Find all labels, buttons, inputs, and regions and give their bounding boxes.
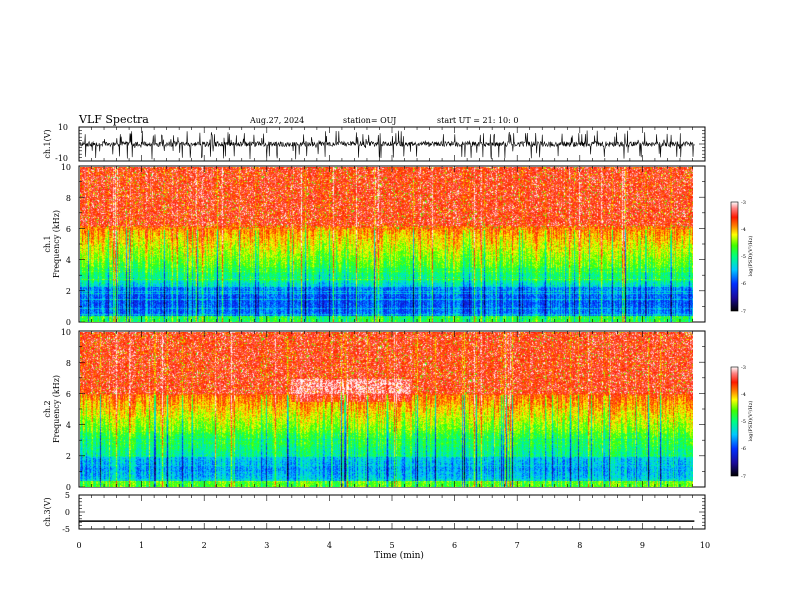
ch2-spec-ytick-labels: 0 2 4 6 8 10 bbox=[61, 328, 71, 492]
ch1-ylabel: ch.1(V) bbox=[43, 129, 52, 158]
ch2-spec-ytick-10: 10 bbox=[61, 328, 71, 337]
ch1-spec-ytick-8: 8 bbox=[66, 194, 71, 203]
ch1-cbar-tick-m5: -5 bbox=[741, 254, 746, 260]
date-label: Aug.27, 2024 bbox=[249, 116, 304, 125]
ch3-ticks bbox=[78, 494, 706, 530]
ch1-colorbar-label: log(PSD)(V²/Hz) bbox=[747, 236, 754, 277]
ch2-spec-ytick-8: 8 bbox=[66, 359, 71, 368]
x-tick-label-9: 9 bbox=[640, 541, 645, 550]
ch1-spec-ytick-0: 0 bbox=[66, 318, 71, 327]
x-tick-label-10: 10 bbox=[700, 541, 710, 550]
ch2-spec-ytick-0: 0 bbox=[66, 483, 71, 492]
ch1-cbar-tick-m6: -6 bbox=[741, 281, 746, 287]
ch2-spec-ylabel-line2: Frequency (kHz) bbox=[52, 375, 61, 443]
ch1-spec-ytick-labels: 0 2 4 6 8 10 bbox=[61, 163, 71, 327]
x-tick-label-7: 7 bbox=[515, 541, 520, 550]
ch2-cbar-tick-m3: -3 bbox=[741, 365, 746, 371]
ch2-cbar-tick-m7: -7 bbox=[741, 474, 746, 480]
start-time-label: start UT = 21: 10: 0 bbox=[437, 116, 518, 125]
ch1-colorbar-ticks: -3 -4 -5 -6 -7 bbox=[741, 200, 746, 315]
ch2-spec-ytick-2: 2 bbox=[66, 452, 71, 461]
ch1-cbar-tick-m4: -4 bbox=[741, 227, 746, 233]
x-tick-label-0: 0 bbox=[76, 541, 81, 550]
ch1-spec-ytick-6: 6 bbox=[66, 225, 71, 234]
ch2-cbar-tick-m4: -4 bbox=[741, 392, 746, 398]
ch2-spec-ytick-6: 6 bbox=[66, 390, 71, 399]
ch1-waveform-line bbox=[78, 130, 695, 160]
ch3-ylabel: ch.3(V) bbox=[43, 497, 52, 526]
ch3-ytick-top: 5 bbox=[65, 491, 70, 500]
x-tick-labels: 0 1 2 3 4 5 6 7 8 9 10 bbox=[76, 541, 710, 550]
ch2-spectrogram-image bbox=[79, 331, 693, 487]
ch2-colorbar-ticks: -3 -4 -5 -6 -7 bbox=[741, 365, 746, 480]
ch1-colorbar bbox=[730, 201, 739, 312]
x-tick-label-1: 1 bbox=[139, 541, 144, 550]
ch1-ytick-top: 10 bbox=[58, 123, 68, 132]
ch3-panel: 5 0 -5 ch.3(V) bbox=[43, 491, 706, 534]
ch2-spec-ticks bbox=[78, 330, 706, 488]
x-tick-label-6: 6 bbox=[452, 541, 457, 550]
x-tick-label-5: 5 bbox=[389, 541, 394, 550]
ch2-spectrogram-panel: 0 2 4 6 8 10 ch.2 Frequency (kHz) -3 -4 … bbox=[43, 328, 754, 492]
ch1-spec-ylabel-line2: Frequency (kHz) bbox=[52, 210, 61, 278]
figure-title: VLF Spectra bbox=[78, 113, 149, 126]
x-tick-label-4: 4 bbox=[327, 541, 332, 550]
x-tick-label-2: 2 bbox=[202, 541, 207, 550]
ch2-colorbar-label: log(PSD)(V²/Hz) bbox=[747, 401, 754, 442]
ch1-spec-ylabel-line1: ch.1 bbox=[43, 235, 52, 252]
x-tick-label-8: 8 bbox=[577, 541, 582, 550]
ch1-spec-ytick-2: 2 bbox=[66, 287, 71, 296]
ch1-spectrogram-image bbox=[79, 166, 693, 322]
ch1-spectrogram-panel: 0 2 4 6 8 10 ch.1 Frequency (kHz) -3 -4 … bbox=[43, 163, 754, 327]
x-axis-label: Time (min) bbox=[374, 550, 424, 561]
ch2-cbar-tick-m6: -6 bbox=[741, 446, 746, 452]
x-tick-label-3: 3 bbox=[264, 541, 269, 550]
ch1-ticks bbox=[78, 126, 706, 162]
ch3-ytick-mid: 0 bbox=[65, 508, 70, 517]
ch1-ytick-bottom: -10 bbox=[55, 154, 68, 163]
ch2-cbar-tick-m5: -5 bbox=[741, 419, 746, 425]
ch2-spec-ytick-4: 4 bbox=[66, 421, 71, 430]
ch1-spec-ytick-10: 10 bbox=[61, 163, 71, 172]
ch1-spec-ticks bbox=[78, 165, 706, 323]
ch1-spec-ytick-4: 4 bbox=[66, 256, 71, 265]
station-label: station= OUJ bbox=[343, 116, 396, 125]
ch1-cbar-tick-m7: -7 bbox=[741, 309, 746, 315]
ch2-spec-ylabel-line1: ch.2 bbox=[43, 400, 52, 417]
ch1-cbar-tick-m3: -3 bbox=[741, 200, 746, 206]
ch1-panel: 10 -10 ch.1(V) bbox=[43, 123, 706, 163]
ch3-ytick-bottom: -5 bbox=[62, 525, 70, 534]
ch2-colorbar bbox=[730, 366, 739, 477]
